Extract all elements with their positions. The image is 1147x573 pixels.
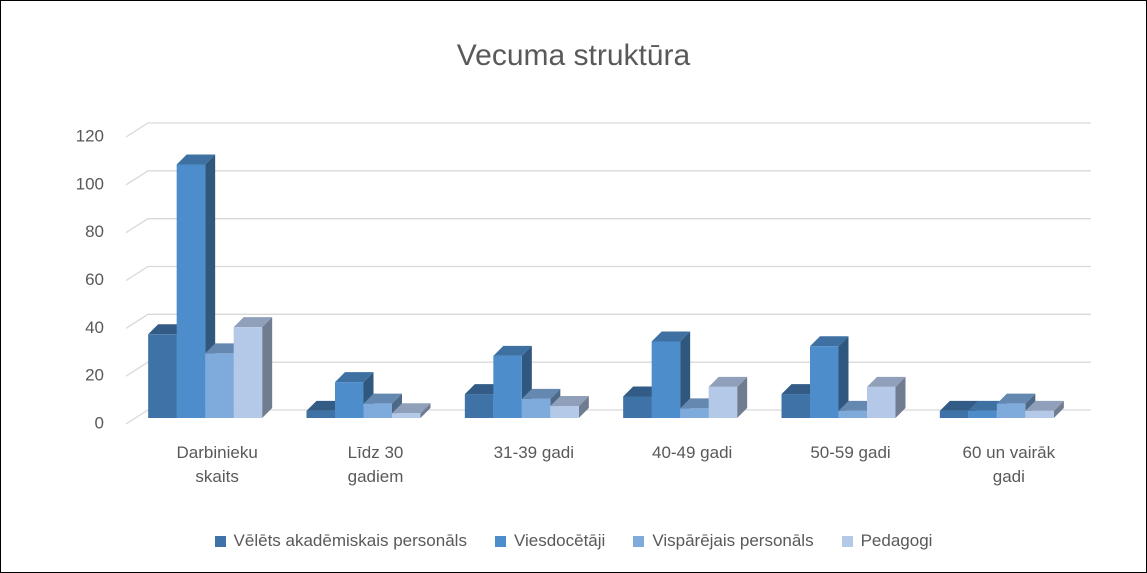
legend-swatch (633, 535, 645, 547)
legend-item: Vēlēts akadēmiskais personāls (214, 531, 467, 551)
bar-top (810, 336, 849, 347)
bar-front (867, 386, 896, 418)
x-tick-label: 60 un vairāk gadi (962, 443, 1056, 486)
bar-front (810, 346, 839, 418)
bar-top (392, 403, 431, 414)
grid-line (125, 170, 1091, 186)
legend-label: Vispārējais personāls (652, 531, 814, 550)
bar-front (392, 413, 421, 418)
bar-front (651, 341, 681, 418)
bar (810, 336, 849, 418)
bar-top (176, 154, 216, 165)
legend-label: Vēlēts akadēmiskais personāls (233, 531, 467, 550)
bar-side (578, 396, 589, 418)
grid-line (125, 122, 1091, 138)
bar-side (737, 376, 748, 418)
x-tick-label: Līdz 30 gadiem (347, 443, 404, 486)
legend: Vēlēts akadēmiskais personāls Viesdocētāj… (1, 531, 1146, 551)
bar-front (680, 408, 709, 418)
bar-front (996, 403, 1026, 418)
y-tick-label: 0 (95, 413, 104, 432)
grid-line (125, 218, 1091, 234)
y-tick-label: 60 (85, 270, 104, 289)
x-tick-label: Darbinieku skaits (176, 443, 258, 486)
bar (392, 403, 431, 418)
grid-line (125, 361, 1091, 377)
bar-side (262, 317, 273, 418)
bar-top (233, 317, 273, 328)
bar-front (205, 353, 234, 418)
legend-swatch (214, 535, 226, 547)
bar (335, 372, 374, 418)
bar-side (838, 336, 849, 418)
y-tick-label: 120 (76, 126, 104, 145)
x-tick-label: 50-59 gadi (810, 443, 891, 462)
bar-top (363, 393, 402, 404)
chart-title: Vecuma struktūra (456, 39, 691, 72)
bar-top (867, 376, 906, 387)
grid-line (125, 409, 1091, 425)
bar-front (176, 164, 206, 418)
x-tick-label: 40-49 gadi (651, 443, 733, 462)
bar-top (1025, 400, 1064, 411)
bar-front (233, 327, 263, 418)
bar-front (521, 398, 551, 418)
bar-front (708, 386, 738, 418)
bar-side (420, 403, 431, 418)
bar (233, 317, 273, 418)
bar-front (335, 382, 364, 418)
bar-front (968, 410, 997, 418)
legend-item: Pedagogi (841, 531, 933, 551)
bar-front (1025, 410, 1054, 418)
bar-front (781, 394, 810, 418)
bar-top (550, 396, 589, 407)
legend-label: Pedagogi (860, 531, 933, 550)
bar-top (708, 376, 748, 387)
grid-line (125, 265, 1091, 282)
bar-front (623, 396, 652, 418)
y-tick-label: 80 (85, 222, 104, 241)
bar (363, 393, 402, 418)
legend-item: Viesdocētāji (494, 531, 606, 551)
y-tick-label: 40 (85, 318, 104, 337)
bar-top (651, 331, 691, 342)
bar-front (493, 355, 522, 418)
legend-label: Viesdocētāji (513, 531, 606, 550)
bar-side (895, 376, 906, 418)
bar-side (680, 331, 691, 418)
legend-swatch (494, 535, 506, 547)
bar-front (939, 410, 969, 418)
bar-top (493, 345, 532, 356)
bar (550, 396, 589, 418)
bar-front (464, 394, 494, 418)
bar-top (939, 400, 979, 411)
bar-top (996, 393, 1036, 404)
bar-front (838, 410, 867, 418)
bar-top (521, 388, 561, 399)
bar (708, 376, 748, 418)
bar (176, 154, 216, 418)
x-tick-label: 31-39 gadi (493, 443, 574, 462)
grid-line (125, 313, 1091, 329)
bar-front (148, 334, 177, 418)
bar-front (550, 406, 579, 418)
bar-front (306, 410, 335, 418)
bar (1025, 400, 1064, 418)
bar (867, 376, 906, 418)
bar-top (335, 372, 374, 383)
legend-item: Vispārējais personāls (633, 531, 814, 551)
y-tick-label: 100 (76, 174, 104, 193)
bar-side (1053, 400, 1064, 418)
y-tick-label: 20 (85, 366, 104, 385)
bar (651, 331, 691, 418)
bar-front (363, 403, 392, 418)
legend-swatch (841, 535, 853, 547)
